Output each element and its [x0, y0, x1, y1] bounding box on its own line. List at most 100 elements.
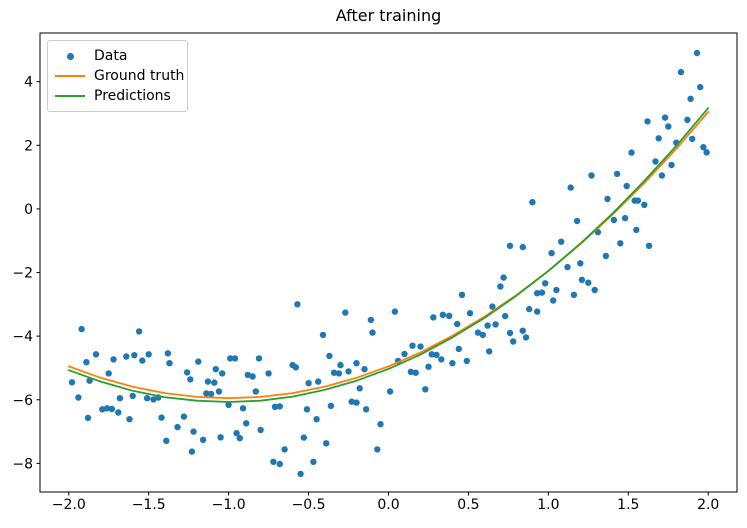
- legend-label-ground-truth: Ground truth: [94, 68, 185, 84]
- data-point: [163, 437, 170, 444]
- data-point: [276, 403, 283, 410]
- data-point: [492, 321, 499, 328]
- data-point: [123, 353, 130, 360]
- data-point: [422, 386, 429, 393]
- data-point: [617, 240, 624, 247]
- data-point: [386, 388, 394, 395]
- data-point: [474, 329, 482, 336]
- data-point: [687, 95, 694, 103]
- data-point: [604, 195, 611, 203]
- data-point: [534, 308, 541, 315]
- data-point: [684, 116, 691, 124]
- data-point: [276, 460, 283, 468]
- data-point: [78, 325, 85, 333]
- data-point: [270, 458, 277, 465]
- data-point: [497, 283, 504, 290]
- data-point: [219, 370, 226, 377]
- data-point: [319, 331, 327, 339]
- data-point: [623, 182, 630, 190]
- data-point: [327, 402, 335, 409]
- data-point: [425, 363, 432, 370]
- data-point: [294, 301, 301, 308]
- data-point: [677, 68, 685, 76]
- data-point: [257, 426, 264, 434]
- data-point: [225, 401, 232, 408]
- data-point: [641, 201, 648, 208]
- data-point: [342, 309, 349, 316]
- data-point: [356, 385, 363, 392]
- data-point: [227, 355, 234, 362]
- data-point: [697, 83, 704, 91]
- data-point: [199, 436, 207, 443]
- x-tick-label: 1.5: [617, 497, 639, 513]
- data-point: [466, 310, 474, 317]
- data-point: [135, 328, 143, 335]
- data-point: [548, 249, 555, 257]
- data-point: [348, 398, 355, 405]
- x-tick-label: 0.5: [457, 497, 479, 513]
- data-point: [506, 329, 514, 337]
- data-point: [353, 360, 360, 367]
- legend-item-data: Data: [55, 46, 179, 66]
- predictions-line-icon: [55, 95, 85, 97]
- data-point: [323, 440, 330, 447]
- data-point: [265, 370, 272, 377]
- data-point: [486, 348, 493, 355]
- data-point: [588, 172, 595, 179]
- x-tick-label: 0.0: [377, 497, 399, 513]
- data-point: [188, 448, 196, 455]
- data-point: [300, 434, 307, 441]
- y-tick-label: −6: [12, 393, 33, 409]
- x-tick-label: −2.0: [52, 497, 86, 513]
- data-point: [652, 158, 659, 165]
- legend-label-predictions: Predictions: [94, 88, 171, 104]
- data-point: [439, 311, 447, 318]
- data-point: [236, 435, 243, 442]
- data-point: [145, 351, 152, 358]
- data-point: [166, 360, 173, 367]
- data-point: [454, 320, 461, 328]
- data-point: [458, 291, 466, 298]
- data-point: [644, 118, 651, 125]
- data-point: [326, 352, 333, 360]
- data-point: [519, 243, 526, 251]
- data-point: [438, 356, 445, 363]
- data-point: [335, 370, 343, 377]
- data-point: [190, 428, 197, 435]
- data-point: [115, 409, 122, 416]
- data-point: [174, 423, 181, 431]
- data-point: [550, 297, 557, 304]
- data-point: [578, 276, 586, 283]
- x-tick-label: 1.0: [537, 497, 559, 513]
- legend: Data Ground truth Predictions: [47, 40, 188, 112]
- data-point: [103, 405, 111, 412]
- data-point: [207, 390, 215, 398]
- data-point: [297, 470, 304, 478]
- data-point: [369, 329, 376, 336]
- data-point: [244, 371, 251, 379]
- data-point: [519, 327, 526, 334]
- data-point: [353, 399, 360, 406]
- chart-title: After training: [335, 6, 442, 25]
- data-point: [315, 378, 322, 385]
- data-point: [143, 395, 151, 402]
- data-point: [621, 214, 629, 222]
- data-point: [463, 357, 470, 365]
- data-point: [610, 216, 618, 224]
- data-point: [703, 149, 710, 156]
- y-tick-label: 4: [24, 75, 33, 91]
- data-point: [310, 458, 317, 465]
- data-point: [658, 172, 666, 179]
- data-point: [204, 378, 212, 385]
- ground-truth-line-icon: [55, 75, 85, 77]
- data-point: [231, 355, 239, 362]
- data-point: [243, 420, 250, 427]
- data-point: [110, 356, 117, 363]
- data-point: [633, 226, 640, 234]
- legend-label-data: Data: [94, 48, 128, 64]
- data-point: [489, 303, 496, 310]
- data-point: [409, 342, 416, 349]
- predictions-line: [67, 107, 710, 403]
- data-point: [292, 364, 299, 371]
- data-point: [211, 379, 218, 386]
